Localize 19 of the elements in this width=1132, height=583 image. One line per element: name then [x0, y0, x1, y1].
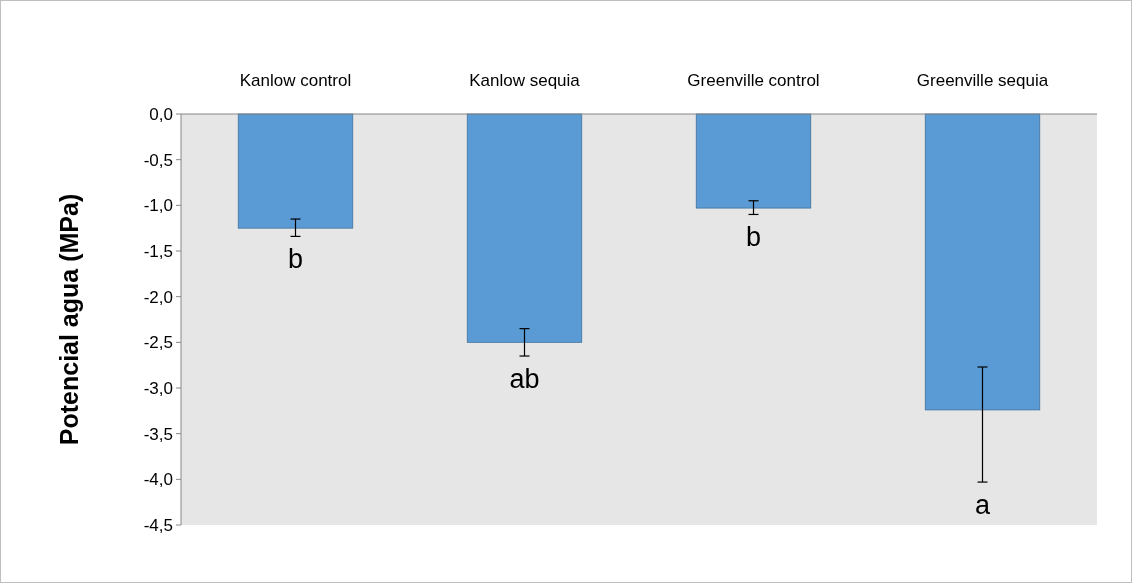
annotation: b — [287, 243, 304, 274]
x-tick-label: Kanlow control — [239, 71, 352, 90]
x-tick-label: Greenville sequia — [916, 71, 1049, 90]
y-axis-title: Potencial agua (MPa) — [55, 193, 83, 446]
y-tick-label: 0,0 — [149, 104, 173, 124]
y-tick-label: -2,5 — [143, 333, 173, 353]
annotation: a — [974, 489, 991, 520]
x-tick-label: Kanlow sequia — [469, 71, 581, 90]
y-tick-label: -1,5 — [143, 241, 173, 261]
annotation: ab — [509, 363, 540, 394]
y-tick-label: -4,0 — [143, 470, 173, 490]
y-tick-label: -4,5 — [143, 515, 173, 535]
annotation: b — [745, 222, 762, 253]
y-tick-label: -3,0 — [143, 378, 173, 398]
y-tick-label: -0,5 — [143, 150, 173, 170]
y-tick-label: -3,5 — [143, 424, 173, 444]
y-tick-label: -1,0 — [143, 196, 173, 216]
x-tick-label: Greenville control — [687, 71, 820, 90]
y-tick-label: -2,0 — [143, 287, 173, 307]
